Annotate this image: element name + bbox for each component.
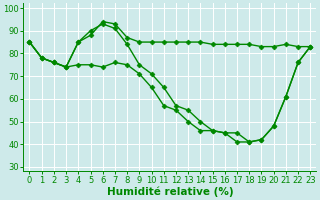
X-axis label: Humidité relative (%): Humidité relative (%): [107, 186, 233, 197]
